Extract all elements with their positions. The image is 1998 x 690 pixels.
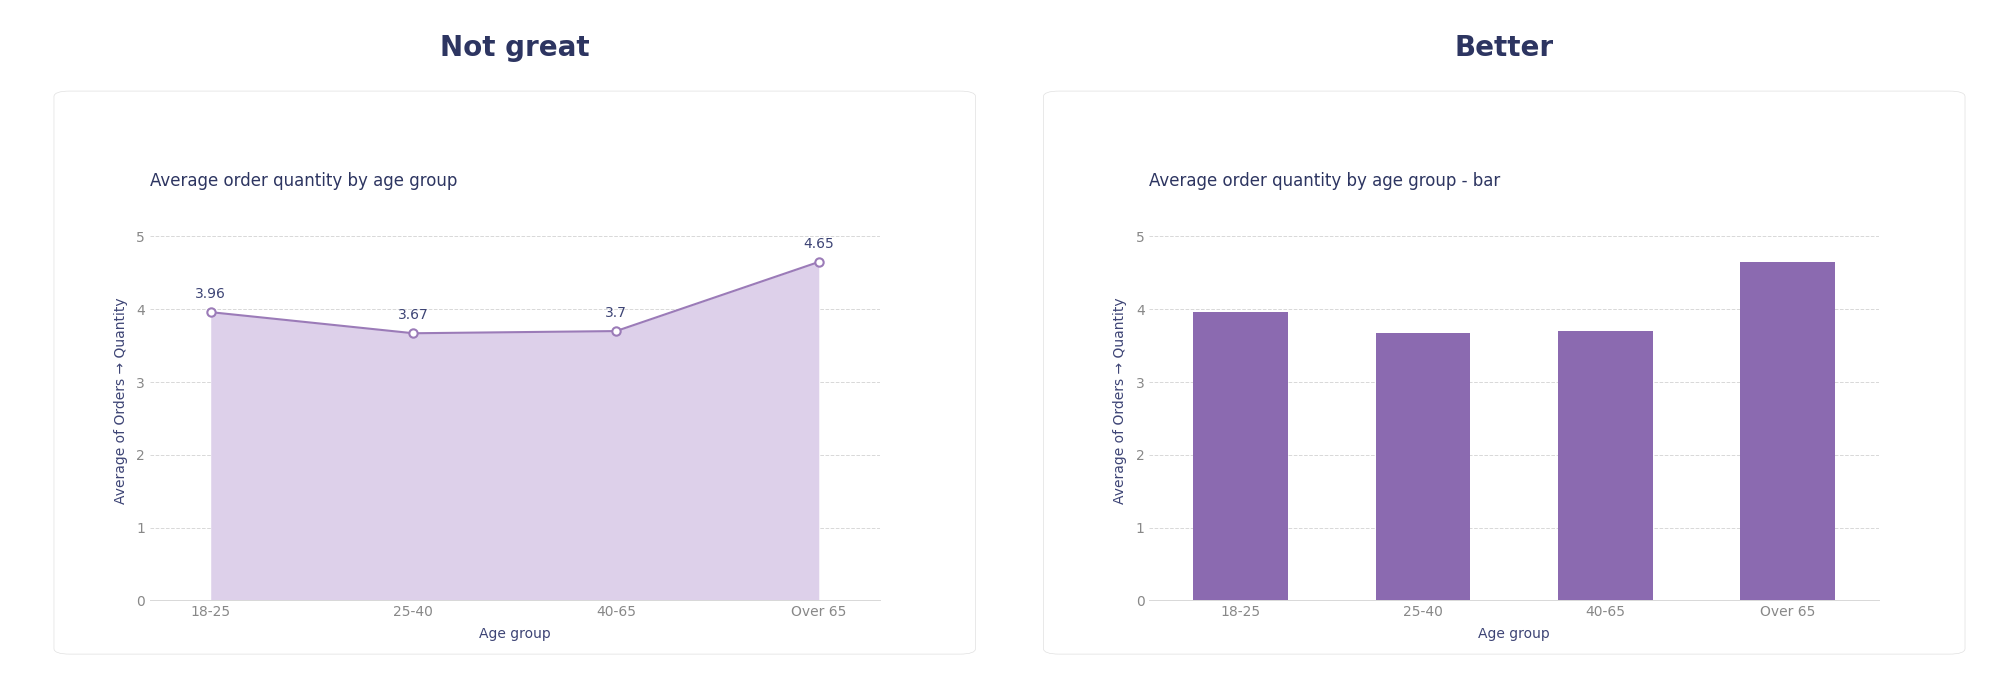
Bar	[1375, 333, 1471, 600]
Bar	[1556, 331, 1652, 600]
X-axis label: Age group: Age group	[1479, 627, 1548, 642]
Text: 3.67: 3.67	[398, 308, 428, 322]
Bar	[1193, 312, 1287, 600]
Bar	[1740, 262, 1834, 600]
Text: Average order quantity by age group: Average order quantity by age group	[150, 172, 458, 190]
Text: 3.96: 3.96	[196, 287, 226, 301]
Text: Better: Better	[1455, 34, 1552, 62]
Text: Average order quantity by age group - bar: Average order quantity by age group - ba…	[1149, 172, 1500, 190]
Y-axis label: Average of Orders → Quantity: Average of Orders → Quantity	[1113, 297, 1127, 504]
Text: 3.7: 3.7	[605, 306, 627, 320]
X-axis label: Age group: Age group	[480, 627, 549, 642]
Text: Not great: Not great	[440, 34, 589, 62]
Text: 4.65: 4.65	[803, 237, 833, 251]
Y-axis label: Average of Orders → Quantity: Average of Orders → Quantity	[114, 297, 128, 504]
